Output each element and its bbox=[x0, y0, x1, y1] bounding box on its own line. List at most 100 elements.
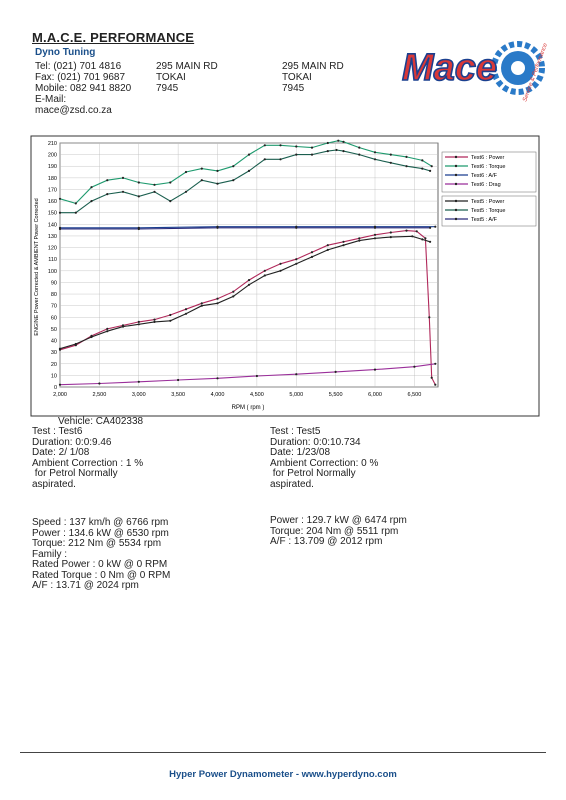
legend-label: Test5 : A/F bbox=[471, 217, 498, 223]
email-label: E-Mail: bbox=[35, 94, 67, 105]
data-point bbox=[90, 200, 93, 203]
y-tick-label: 120 bbox=[48, 246, 57, 252]
data-point bbox=[429, 226, 432, 229]
data-point bbox=[373, 233, 377, 236]
data-point bbox=[184, 312, 188, 315]
data-point bbox=[428, 316, 431, 319]
legend-box-test6 bbox=[441, 151, 537, 193]
data-point bbox=[334, 370, 337, 373]
chart-frame bbox=[30, 135, 540, 417]
address-street: 295 MAIN RD bbox=[156, 61, 218, 72]
data-point bbox=[216, 377, 219, 380]
data-point bbox=[373, 368, 377, 371]
x-tick-label: 4,500 bbox=[250, 392, 264, 398]
legend-label: Test6 : Power bbox=[471, 155, 504, 161]
data-point bbox=[295, 226, 298, 229]
address-city: TOKAI bbox=[282, 72, 312, 83]
footer-text: Hyper Power Dynamometer - www.hyperdyno.… bbox=[169, 769, 397, 780]
legend-marker bbox=[454, 155, 458, 159]
x-tick-label: 2,000 bbox=[53, 392, 67, 398]
test6-correction-note: for Petrol Normally bbox=[32, 468, 118, 479]
company-name: M.A.C.E. PERFORMANCE bbox=[32, 30, 195, 45]
data-point bbox=[373, 237, 377, 240]
test5-correction-note2: aspirated. bbox=[270, 478, 314, 490]
y-axis-ticks: 0 10 20 30 40 50 60 70 80 90 100 110 120 130 140 150 160… bbox=[48, 141, 57, 391]
mobile: Mobile: 082 941 8820 bbox=[35, 83, 132, 94]
data-point bbox=[295, 373, 298, 376]
y-tick-label: 60 bbox=[51, 315, 57, 321]
data-point bbox=[421, 159, 424, 162]
data-point bbox=[405, 155, 408, 158]
data-point bbox=[373, 151, 377, 154]
data-point bbox=[279, 269, 282, 272]
test5-af: A/F : 13.709 @ 2012 rpm bbox=[270, 536, 383, 547]
y-tick-label: 150 bbox=[48, 211, 57, 217]
x-tick-label: 6,500 bbox=[407, 392, 421, 398]
data-point bbox=[373, 226, 377, 229]
y-tick-label: 0 bbox=[54, 385, 57, 391]
data-point bbox=[58, 211, 62, 214]
test5-torque: Torque: 204 Nm @ 5511 rpm bbox=[270, 525, 399, 537]
data-point bbox=[184, 170, 188, 174]
data-point bbox=[58, 197, 62, 200]
legend-label: Test6 : Torque bbox=[471, 164, 505, 170]
x-tick-label: 2,500 bbox=[92, 392, 106, 398]
test6-af: A/F : 13.71 @ 2024 rpm bbox=[32, 580, 139, 591]
legend-label: Test5 : Power bbox=[471, 199, 504, 205]
data-point bbox=[326, 244, 329, 247]
data-point bbox=[184, 190, 188, 193]
legend-marker bbox=[454, 199, 458, 203]
data-point bbox=[405, 229, 408, 232]
y-tick-label: 90 bbox=[51, 280, 57, 286]
data-point bbox=[137, 323, 140, 326]
data-point bbox=[137, 380, 140, 383]
data-point bbox=[310, 153, 314, 156]
data-point bbox=[216, 302, 219, 305]
dyno-chart: 0 10 20 30 40 50 60 70 80 90 100 110 120 130 140 150 160… bbox=[30, 135, 540, 417]
legend-label: Test5 : Torque bbox=[471, 208, 505, 214]
vehicle-id: Vehicle: CA402338 bbox=[58, 416, 144, 427]
data-point bbox=[74, 211, 77, 214]
data-point bbox=[389, 153, 392, 156]
address-block-1: 295 MAIN RD TOKAI 7945 bbox=[156, 61, 218, 94]
y-tick-label: 210 bbox=[48, 141, 57, 147]
data-point bbox=[200, 302, 203, 305]
data-point bbox=[326, 248, 329, 251]
series-line bbox=[59, 363, 436, 386]
legend-label: Test6 : A/F bbox=[471, 173, 498, 179]
test6-correction-note2: aspirated. bbox=[32, 478, 76, 490]
legend-marker bbox=[454, 217, 458, 221]
data-point bbox=[247, 283, 251, 286]
data-point bbox=[434, 362, 437, 365]
data-point bbox=[413, 365, 416, 368]
test6-duration: Duration: 0:0:9.46 bbox=[32, 436, 112, 448]
data-point bbox=[74, 202, 77, 205]
data-point bbox=[279, 158, 282, 161]
series-line bbox=[59, 140, 432, 205]
address-street: 295 MAIN RD bbox=[282, 61, 344, 72]
legend-marker bbox=[454, 164, 458, 168]
plot-area bbox=[59, 142, 439, 388]
test6-family: Family : bbox=[32, 548, 67, 560]
data-point bbox=[216, 169, 219, 172]
x-tick-label: 4,000 bbox=[211, 392, 225, 398]
address-city: TOKAI bbox=[156, 72, 186, 83]
document-subtitle: Dyno Tuning bbox=[35, 47, 96, 58]
series-line bbox=[59, 230, 436, 385]
data-point bbox=[342, 150, 345, 153]
test5-name: Test : Test5 bbox=[270, 426, 321, 437]
footer-divider bbox=[20, 752, 546, 753]
test5-correction: Ambient Correction: 0 % bbox=[270, 457, 379, 469]
y-tick-label: 10 bbox=[51, 373, 57, 379]
data-point bbox=[106, 179, 109, 182]
data-point bbox=[342, 244, 345, 247]
data-point bbox=[177, 378, 180, 382]
gear-icon bbox=[491, 41, 545, 95]
data-point bbox=[310, 255, 314, 258]
data-point bbox=[121, 325, 125, 328]
data-point bbox=[184, 308, 188, 311]
data-point bbox=[200, 179, 203, 182]
data-point bbox=[389, 161, 392, 164]
y-tick-label: 190 bbox=[48, 164, 57, 170]
data-point bbox=[295, 262, 298, 265]
